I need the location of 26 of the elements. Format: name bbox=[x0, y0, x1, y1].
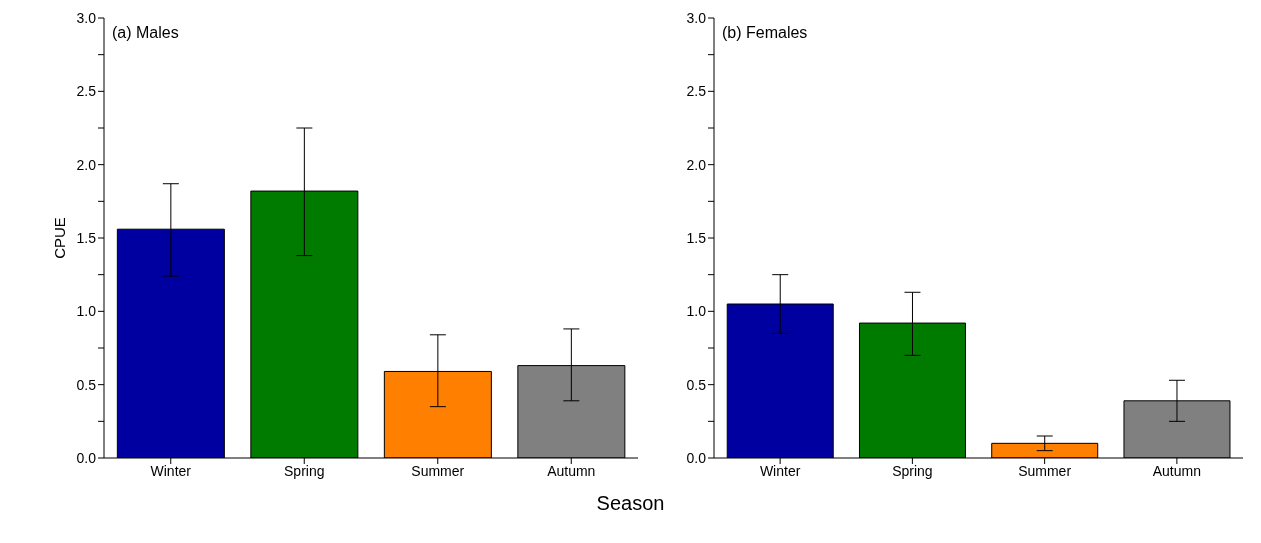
x-tick-label: Winter bbox=[759, 462, 801, 479]
y-tick-label: 1.0 bbox=[686, 303, 707, 320]
y-tick-label: 0.5 bbox=[76, 376, 97, 393]
x-tick-label: Winter bbox=[150, 462, 192, 479]
y-tick-label: 1.0 bbox=[76, 303, 97, 320]
x-tick-label: Spring bbox=[892, 462, 933, 479]
chart-title: (a) Males bbox=[112, 24, 179, 42]
chart-title: (b) Females bbox=[722, 24, 808, 42]
y-tick-label: 1.5 bbox=[686, 229, 707, 246]
y-tick-label: 1.5 bbox=[76, 229, 97, 246]
y-tick-label: 2.5 bbox=[76, 83, 97, 100]
y-tick-label: 2.5 bbox=[686, 83, 707, 100]
x-axis-title: Season bbox=[595, 492, 666, 515]
x-tick-label: Summer bbox=[1018, 462, 1072, 479]
x-tick-label: Autumn bbox=[547, 462, 596, 479]
y-tick-label: 0.0 bbox=[686, 449, 707, 466]
x-tick-label: Spring bbox=[284, 462, 325, 479]
y-tick-label: 0.0 bbox=[76, 449, 97, 466]
y-tick-label: 3.0 bbox=[76, 9, 97, 26]
y-tick-label: 3.0 bbox=[686, 9, 707, 26]
y-tick-label: 0.5 bbox=[686, 376, 707, 393]
y-axis-title: CPUE bbox=[51, 217, 69, 259]
y-tick-label: 2.0 bbox=[686, 156, 707, 173]
y-tick-label: 2.0 bbox=[76, 156, 97, 173]
x-tick-label: Summer bbox=[411, 462, 465, 479]
x-tick-label: Autumn bbox=[1152, 462, 1201, 479]
